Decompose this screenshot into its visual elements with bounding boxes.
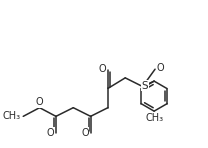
Text: O: O	[47, 128, 54, 138]
Text: O: O	[99, 64, 106, 74]
Text: CH₃: CH₃	[2, 111, 20, 121]
Text: O: O	[81, 128, 89, 138]
Text: O: O	[36, 97, 43, 107]
Text: O: O	[156, 63, 164, 73]
Text: S: S	[142, 81, 148, 91]
Text: CH₃: CH₃	[145, 114, 163, 123]
